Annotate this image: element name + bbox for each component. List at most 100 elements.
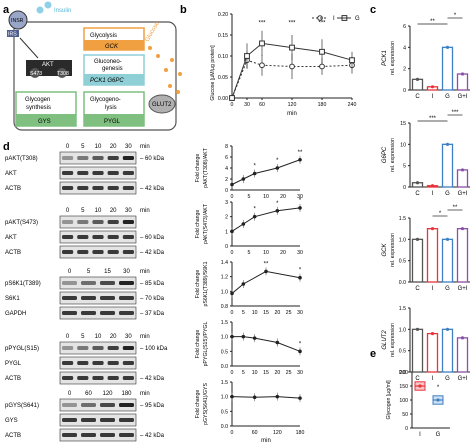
y-tick-label: 0.8 <box>221 304 228 310</box>
significance-label: * <box>253 207 256 213</box>
category-label: G+I <box>458 94 468 100</box>
y-axis-gene-label: GLUT2 <box>382 330 388 350</box>
min-label: min <box>140 269 150 275</box>
insulin-receptor-shape <box>8 10 28 30</box>
x-tick-label: 0 <box>231 370 234 376</box>
box-point <box>436 398 440 402</box>
category-label: I <box>432 191 434 197</box>
glut2-shape <box>148 94 176 114</box>
glucose-dot <box>168 84 172 88</box>
significance-label: ** <box>430 19 435 25</box>
y-tick-label: 2 <box>225 215 228 221</box>
bar-point <box>430 85 435 89</box>
y-axis-label-2: pPYGL(S15)/PYGL <box>203 322 209 367</box>
blot-band <box>92 171 104 175</box>
timepoint-label: 0 <box>66 334 70 340</box>
blot-band <box>122 376 134 380</box>
blot-group-3: 0 5 10 20 30 min pPYGL(S15) – 100 kDa PYGL ACTB – … <box>5 334 168 385</box>
kda-label: – 100 kDa <box>140 346 168 352</box>
bar-point <box>445 327 450 331</box>
cell-outline <box>13 21 177 131</box>
blot-band <box>81 418 96 422</box>
y-tick-label: 0.5 <box>221 349 228 355</box>
y-tick-label: 50 <box>402 412 408 418</box>
blot-band <box>92 346 104 350</box>
quant-line <box>231 159 301 185</box>
blot-row-label: pGYS(S641) <box>5 403 39 409</box>
blot-band <box>62 403 77 407</box>
panel-b-chart: 0.00 0.05 0.10 0.15 0.20 0 30 60 120 180 240 min Glu… <box>210 12 360 117</box>
blot-row-label: GAPDH <box>5 311 26 317</box>
y-tick-label: 0 <box>405 426 408 432</box>
x-tick-label: 60 <box>259 102 265 108</box>
timepoint-label: 180 <box>121 391 132 397</box>
akt-label: AKT <box>42 62 54 68</box>
glut2-label: GLUT2 <box>152 102 172 108</box>
insr-label: INSR <box>11 18 24 24</box>
gck-bar <box>84 40 144 50</box>
blot-band <box>62 281 77 285</box>
y-tick-label: 1.4 <box>221 260 228 266</box>
category-label: G <box>436 432 441 438</box>
timepoint-label: 30 <box>125 208 132 214</box>
quant-line <box>232 336 301 352</box>
y-tick-label: 4 <box>403 45 406 51</box>
quant-point <box>264 269 268 274</box>
significance-label: * <box>276 201 279 207</box>
y-tick-label: 1.0 <box>399 327 406 333</box>
quant-point <box>241 334 246 339</box>
blot-band <box>119 311 134 315</box>
blot-band <box>62 361 74 365</box>
blot-band <box>107 361 119 365</box>
x-tick-label: 5 <box>242 310 245 316</box>
significance-label: * <box>299 268 302 274</box>
x-tick-label: 10 <box>263 194 269 200</box>
y-tick-label: 1.0 <box>221 289 228 295</box>
glycogen-synthesis-label-1: Glycogen <box>25 97 50 103</box>
glucose-label: Glucose <box>145 20 162 43</box>
y-tick-label: 0.00 <box>218 96 228 102</box>
bar-point <box>445 237 450 241</box>
blot-band <box>100 418 115 422</box>
y-tick-label: 10 <box>400 142 406 148</box>
bar-G+I <box>456 337 469 373</box>
arrow-line <box>19 37 39 59</box>
x-tick-label: 0 <box>231 310 234 316</box>
y-tick-label: 0.5 <box>399 349 406 355</box>
quant-point <box>230 291 234 296</box>
timepoint-label: 10 <box>95 208 102 214</box>
gluconeo-label-1: Gluconeo- <box>94 59 122 65</box>
y-axis-label: rel. expression <box>390 41 396 75</box>
y-axis-label-2: pS6K1(T389)/S6K1 <box>203 261 209 306</box>
kda-label: – 85 kDa <box>140 281 165 287</box>
blot-band <box>119 281 134 285</box>
bar-point <box>430 227 435 231</box>
bar-C <box>411 328 424 373</box>
kda-label: – 60 kDa <box>140 156 165 162</box>
category-label: C <box>415 286 420 292</box>
blot-band <box>81 296 96 300</box>
quant-line <box>231 270 301 294</box>
blot-row-label: PYGL <box>5 361 22 367</box>
x-tick-label: 15 <box>263 310 269 316</box>
blot-band <box>107 156 119 160</box>
blot-band <box>107 346 119 350</box>
timepoint-label: 0 <box>68 269 72 275</box>
x-tick-label: 20 <box>274 310 280 316</box>
x-tick-label: 30 <box>297 194 303 200</box>
s473-label: S473 <box>30 71 42 77</box>
bar-point <box>460 227 465 231</box>
x-tick-label: 20 <box>274 370 280 376</box>
timepoint-label: 30 <box>123 269 130 275</box>
kda-label: – 60 kDa <box>140 235 165 241</box>
legend-label-G: G <box>355 16 360 22</box>
quant-point <box>230 334 234 339</box>
blot-band <box>107 250 119 254</box>
bar-G+I <box>456 73 469 91</box>
y-tick-label: 1.5 <box>221 380 228 386</box>
blot-frame <box>59 398 137 412</box>
y-tick-label: 15 <box>400 121 406 127</box>
x-tick-label: 10 <box>263 250 269 256</box>
